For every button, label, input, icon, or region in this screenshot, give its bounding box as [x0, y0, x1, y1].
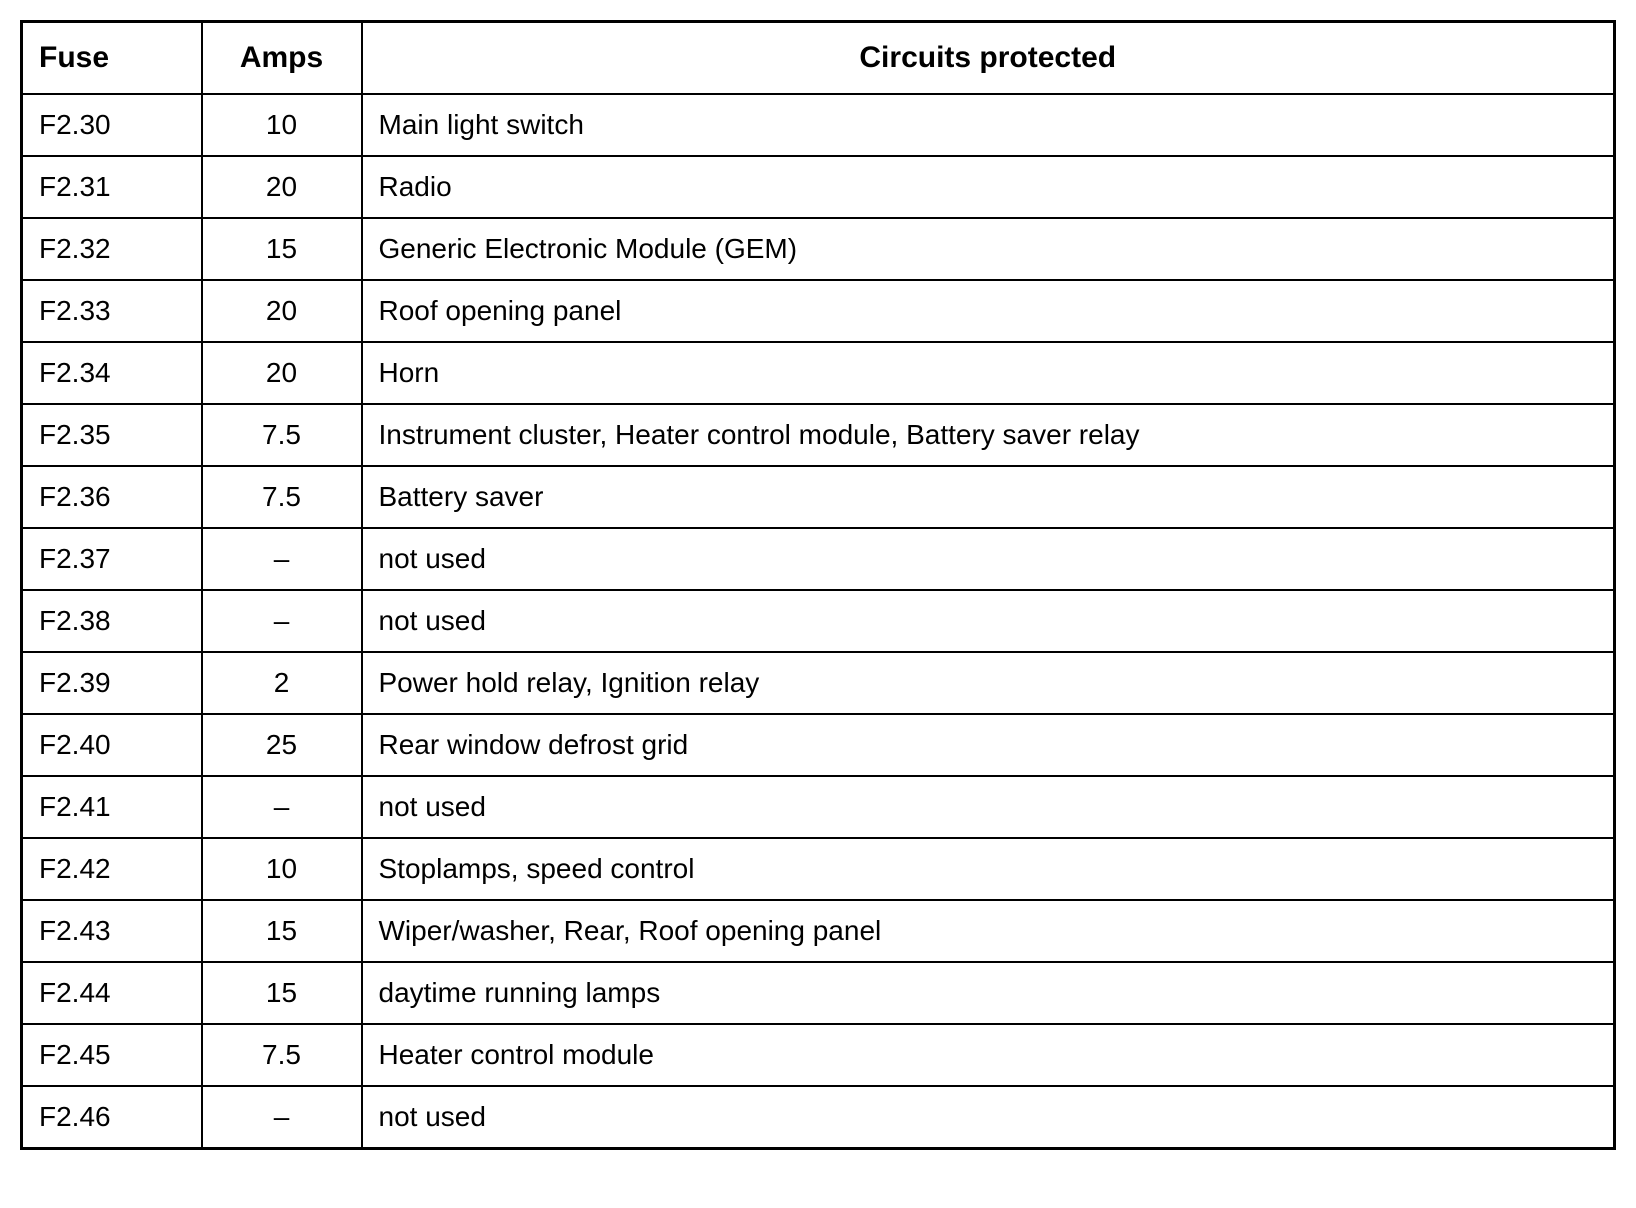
cell-fuse: F2.32: [22, 218, 202, 280]
cell-circuits: Radio: [362, 156, 1615, 218]
cell-circuits: Battery saver: [362, 466, 1615, 528]
cell-amps: 10: [202, 94, 362, 156]
cell-amps: 20: [202, 156, 362, 218]
cell-circuits: Wiper/washer, Rear, Roof opening panel: [362, 900, 1615, 962]
cell-fuse: F2.44: [22, 962, 202, 1024]
cell-amps: –: [202, 1086, 362, 1149]
cell-circuits: not used: [362, 528, 1615, 590]
table-row: F2.38 – not used: [22, 590, 1615, 652]
table-row: F2.42 10 Stoplamps, speed control: [22, 838, 1615, 900]
cell-amps: 7.5: [202, 404, 362, 466]
cell-fuse: F2.31: [22, 156, 202, 218]
table-row: F2.41 – not used: [22, 776, 1615, 838]
column-header-amps: Amps: [202, 22, 362, 95]
cell-fuse: F2.45: [22, 1024, 202, 1086]
cell-circuits: Stoplamps, speed control: [362, 838, 1615, 900]
cell-amps: –: [202, 528, 362, 590]
table-row: F2.35 7.5 Instrument cluster, Heater con…: [22, 404, 1615, 466]
cell-amps: –: [202, 590, 362, 652]
cell-amps: 25: [202, 714, 362, 776]
cell-circuits: not used: [362, 590, 1615, 652]
cell-fuse: F2.34: [22, 342, 202, 404]
cell-circuits: Power hold relay, Ignition relay: [362, 652, 1615, 714]
cell-amps: 10: [202, 838, 362, 900]
cell-circuits: Roof opening panel: [362, 280, 1615, 342]
cell-amps: 15: [202, 962, 362, 1024]
cell-amps: 20: [202, 342, 362, 404]
cell-fuse: F2.33: [22, 280, 202, 342]
cell-fuse: F2.43: [22, 900, 202, 962]
fuse-table: Fuse Amps Circuits protected F2.30 10 Ma…: [20, 20, 1616, 1150]
cell-amps: 20: [202, 280, 362, 342]
cell-circuits: Instrument cluster, Heater control modul…: [362, 404, 1615, 466]
table-row: F2.46 – not used: [22, 1086, 1615, 1149]
cell-amps: 7.5: [202, 466, 362, 528]
cell-fuse: F2.37: [22, 528, 202, 590]
cell-fuse: F2.38: [22, 590, 202, 652]
cell-circuits: Heater control module: [362, 1024, 1615, 1086]
cell-fuse: F2.40: [22, 714, 202, 776]
table-row: F2.33 20 Roof opening panel: [22, 280, 1615, 342]
cell-amps: 15: [202, 900, 362, 962]
cell-amps: 7.5: [202, 1024, 362, 1086]
cell-fuse: F2.35: [22, 404, 202, 466]
cell-circuits: daytime running lamps: [362, 962, 1615, 1024]
table-row: F2.40 25 Rear window defrost grid: [22, 714, 1615, 776]
cell-fuse: F2.30: [22, 94, 202, 156]
table-row: F2.36 7.5 Battery saver: [22, 466, 1615, 528]
cell-circuits: Rear window defrost grid: [362, 714, 1615, 776]
table-row: F2.30 10 Main light switch: [22, 94, 1615, 156]
cell-amps: 2: [202, 652, 362, 714]
table-header-row: Fuse Amps Circuits protected: [22, 22, 1615, 95]
table-row: F2.34 20 Horn: [22, 342, 1615, 404]
column-header-fuse: Fuse: [22, 22, 202, 95]
cell-amps: –: [202, 776, 362, 838]
table-body: F2.30 10 Main light switch F2.31 20 Radi…: [22, 94, 1615, 1149]
cell-fuse: F2.36: [22, 466, 202, 528]
cell-fuse: F2.41: [22, 776, 202, 838]
table-row: F2.31 20 Radio: [22, 156, 1615, 218]
table-row: F2.37 – not used: [22, 528, 1615, 590]
cell-fuse: F2.42: [22, 838, 202, 900]
cell-fuse: F2.46: [22, 1086, 202, 1149]
cell-circuits: not used: [362, 776, 1615, 838]
cell-amps: 15: [202, 218, 362, 280]
table-row: F2.32 15 Generic Electronic Module (GEM): [22, 218, 1615, 280]
table-row: F2.45 7.5 Heater control module: [22, 1024, 1615, 1086]
cell-circuits: Horn: [362, 342, 1615, 404]
table-row: F2.39 2 Power hold relay, Ignition relay: [22, 652, 1615, 714]
column-header-circuits: Circuits protected: [362, 22, 1615, 95]
table-row: F2.43 15 Wiper/washer, Rear, Roof openin…: [22, 900, 1615, 962]
cell-circuits: Main light switch: [362, 94, 1615, 156]
table-row: F2.44 15 daytime running lamps: [22, 962, 1615, 1024]
cell-circuits: Generic Electronic Module (GEM): [362, 218, 1615, 280]
cell-fuse: F2.39: [22, 652, 202, 714]
cell-circuits: not used: [362, 1086, 1615, 1149]
